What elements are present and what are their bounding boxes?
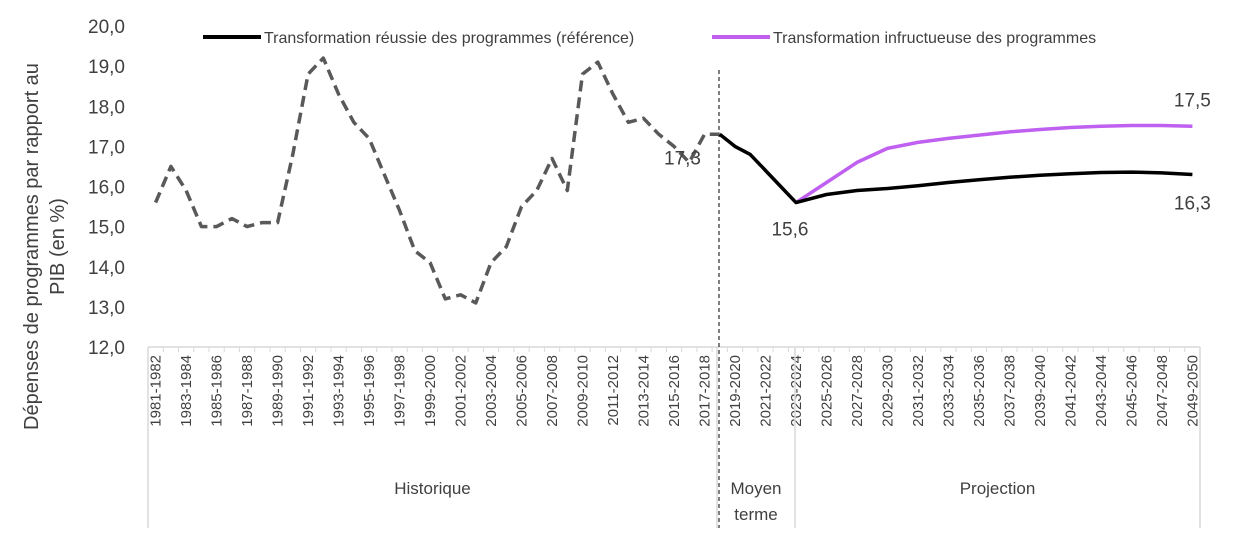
x-tick-label: 2029-2030 [879,355,896,427]
x-tick-label: 2045-2046 [1123,355,1140,427]
x-tick-label: 2041-2042 [1062,355,1079,427]
y-tick-label: 18,0 [88,97,125,118]
x-tick-label: 2023-2024 [788,355,805,427]
x-tick-label: 1987-1988 [239,355,256,427]
period-groups: Historique Moyen terme Projection [147,347,1201,528]
x-tick-label: 1981-1982 [148,355,165,427]
x-tick-label: 2021-2022 [757,355,774,427]
x-tick-label: 2011-2012 [605,355,622,426]
x-tick-label: 2005-2006 [514,355,531,427]
x-tick-label: 1997-1998 [392,355,409,427]
x-tick-label: 2017-2018 [696,355,713,427]
legend-label: Transformation réussie des programmes (r… [264,30,634,47]
x-tick-label: 2043-2044 [1093,355,1110,427]
x-axis [147,346,1201,352]
x-tick-label: 2025-2026 [818,355,835,427]
period-label: Historique [394,479,471,498]
x-tick-label: 1983-1984 [178,355,195,427]
x-tick-label: 2007-2008 [544,355,561,427]
y-tick-label: 19,0 [88,57,125,78]
y-tick-label: 12,0 [88,338,125,359]
x-tick-label: 1993-1994 [331,355,348,427]
y-tick-label: 16,0 [88,178,125,199]
y-tick-label: 20,0 [88,17,125,38]
x-tick-label: 1985-1986 [209,355,226,427]
y-axis-title: Dépenses de programmes par rapport au PIB… [21,63,69,430]
data-labels: 17,3 15,6 17,5 16,3 [664,90,1211,240]
historical-line [153,56,720,305]
x-tick-label: 1999-2000 [422,355,439,427]
x-tick-label: 2015-2016 [666,355,683,427]
x-tick-label: 2035-2036 [971,355,988,427]
data-label: 17,5 [1174,90,1211,111]
y-tick-label: 15,0 [88,218,125,239]
x-tick-label: 2037-2038 [1001,355,1018,427]
x-tick-label: 2049-2050 [1184,355,1201,427]
legend-label: Transformation infructueuse des programm… [773,30,1096,47]
x-tick-label: 1991-1992 [300,355,317,427]
x-tick-label: 2047-2048 [1154,355,1171,427]
y-tick-label: 13,0 [88,298,125,319]
series-line-reference [718,132,1193,205]
x-tick-label: 2003-2004 [483,355,500,427]
x-tick-label: 2019-2020 [727,355,744,427]
x-axis-ticks: 1981-1982 1983-1984 1985-1986 1987-1988 1989… [148,355,1202,427]
y-axis-label: Dépenses de programmes par rapport au PIB… [21,63,69,430]
data-label: 17,3 [664,148,701,169]
x-tick-label: 2001-2002 [453,355,470,427]
x-tick-label: 2013-2014 [636,355,653,427]
x-tick-label: 2009-2010 [575,355,592,427]
series-line-unsuccessful [795,123,1193,205]
legend: Transformation réussie des programmes (r… [203,30,1096,47]
y-tick-label: 17,0 [88,137,125,158]
x-tick-label: 2033-2034 [940,355,957,427]
x-tick-label: 2031-2032 [910,355,927,427]
y-axis-ticks: 12,0 13,0 14,0 15,0 16,0 17,0 18,0 19,0 20,0 [88,17,125,359]
period-label: Moyen terme [730,479,781,524]
series-lines [153,56,1193,305]
data-label: 16,3 [1174,193,1211,214]
x-tick-label: 2027-2028 [849,355,866,427]
x-tick-label: 2039-2040 [1032,355,1049,427]
x-tick-label: 1995-1996 [361,355,378,427]
y-tick-label: 14,0 [88,258,125,279]
period-label: Projection [960,479,1036,498]
data-label: 15,6 [771,220,808,241]
x-tick-label: 1989-1990 [270,355,287,427]
